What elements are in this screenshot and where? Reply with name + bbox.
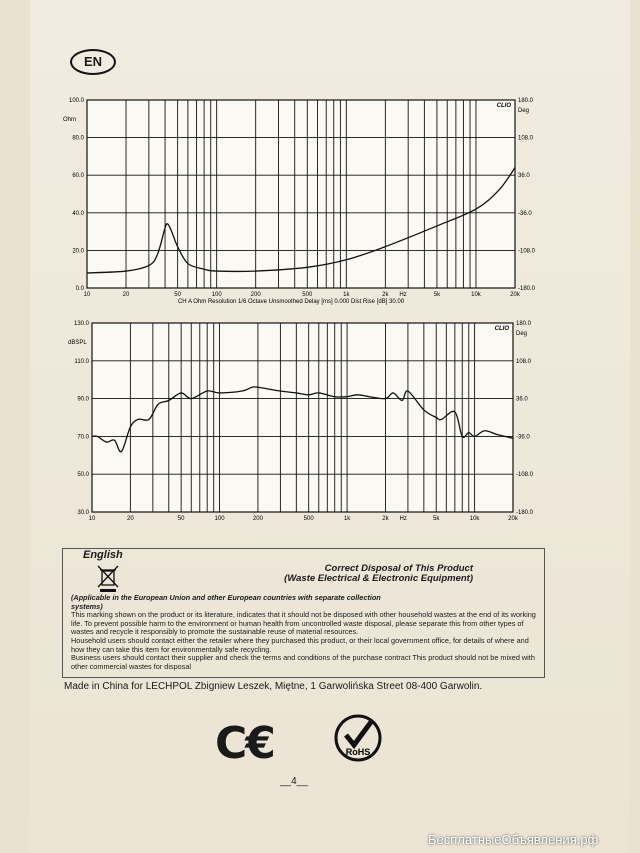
x-tick-label: 5k <box>434 292 441 298</box>
x-tick-label: 10k <box>470 516 481 522</box>
y2-axis-unit: Deg <box>518 108 529 114</box>
y-tick-label: 50.0 <box>77 472 89 478</box>
watermark: БесплатныеОбъявления.рф <box>428 832 599 847</box>
y2-tick-label: -180.0 <box>516 510 534 516</box>
y-tick-label: 110.0 <box>74 359 89 365</box>
rohs-logo: RoHS <box>334 714 382 762</box>
y2-tick-label: 36.0 <box>518 173 530 179</box>
x-tick-label: 1k <box>343 292 350 298</box>
y-tick-label: 0.0 <box>76 286 85 292</box>
y-tick-label: 60.0 <box>72 173 84 179</box>
plot-area <box>86 99 516 289</box>
x-tick-label: 50 <box>178 516 185 522</box>
x-tick-label: 2k <box>382 516 389 522</box>
crossed-bin-icon <box>97 565 119 592</box>
y-axis-unit: dBSPL <box>68 340 87 346</box>
y2-tick-label: 180.0 <box>516 321 532 327</box>
y-tick-label: 40.0 <box>72 211 84 217</box>
x-tick-label: 100 <box>212 292 223 298</box>
x-tick-label: 10 <box>84 292 91 298</box>
x-axis-unit: Hz <box>399 292 406 298</box>
x-tick-label: 2k <box>382 292 389 298</box>
y2-tick-label: -180.0 <box>518 286 536 292</box>
x-tick-label: 20k <box>510 292 521 298</box>
x-tick-label: 20 <box>127 516 134 522</box>
spl-chart: 30.0 50.0 70.0 90.0 110.0 130.0 -180.0 -108.0 -3… <box>68 321 534 522</box>
y-tick-label: 100.0 <box>69 98 85 104</box>
clio-brand: CLIO <box>495 326 510 332</box>
y-tick-label: 20.0 <box>72 248 84 254</box>
y2-tick-label: -108.0 <box>518 248 536 254</box>
y-axis-unit: Ohm <box>63 117 76 123</box>
x-tick-label: 500 <box>302 292 313 298</box>
x-tick-label: 100 <box>215 516 226 522</box>
x-tick-label: 20 <box>123 292 130 298</box>
y-tick-label: 130.0 <box>74 321 90 327</box>
y2-axis-unit: Deg <box>516 331 527 337</box>
x-tick-label: 200 <box>251 292 262 298</box>
y2-tick-label: -36.0 <box>516 434 530 440</box>
disposal-body: (Applicable in the European Union and ot… <box>71 593 536 671</box>
y2-tick-label: -108.0 <box>516 472 534 478</box>
y-tick-label: 70.0 <box>77 434 89 440</box>
x-tick-label: 500 <box>304 516 315 522</box>
page-number: __4__ <box>280 776 308 787</box>
plot-area <box>91 322 514 513</box>
y-tick-label: 30.0 <box>77 510 89 516</box>
y2-tick-label: 108.0 <box>516 359 532 365</box>
disposal-title: Correct Disposal of This Product (Waste … <box>284 563 473 584</box>
y2-tick-label: -36.0 <box>518 211 532 217</box>
y2-tick-label: 36.0 <box>516 397 528 403</box>
clio-brand: CLIO <box>497 103 512 109</box>
x-tick-label: 5k <box>433 516 440 522</box>
x-tick-label: 20k <box>508 516 519 522</box>
language-heading: English <box>83 549 123 561</box>
x-tick-label: 10 <box>89 516 96 522</box>
impedance-chart: 0.0 20.0 40.0 60.0 80.0 100.0 -180.0 -108.0 -36.… <box>63 98 536 305</box>
data-series-line <box>86 167 516 274</box>
y2-tick-label: 108.0 <box>518 136 534 142</box>
data-series-line <box>91 386 514 453</box>
svg-text:RoHS: RoHS <box>346 747 371 757</box>
x-tick-label: 10k <box>471 292 482 298</box>
chart-footer: CH A Ohm Resolution 1/6 Octave Unsmoothe… <box>178 299 405 305</box>
x-axis-unit: Hz <box>399 516 406 522</box>
language-badge: EN <box>70 49 116 75</box>
y-tick-label: 90.0 <box>77 397 89 403</box>
ce-mark-logo: C€ <box>215 718 276 769</box>
y2-tick-label: 180.0 <box>518 98 534 104</box>
disposal-notice: English Correct Disposal of This Product… <box>62 548 545 678</box>
y-tick-label: 80.0 <box>72 136 84 142</box>
x-tick-label: 200 <box>253 516 264 522</box>
manufacturer-line: Made in China for LECHPOL Zbigniew Lesze… <box>64 681 483 692</box>
x-tick-label: 50 <box>174 292 181 298</box>
x-tick-label: 1k <box>344 516 351 522</box>
